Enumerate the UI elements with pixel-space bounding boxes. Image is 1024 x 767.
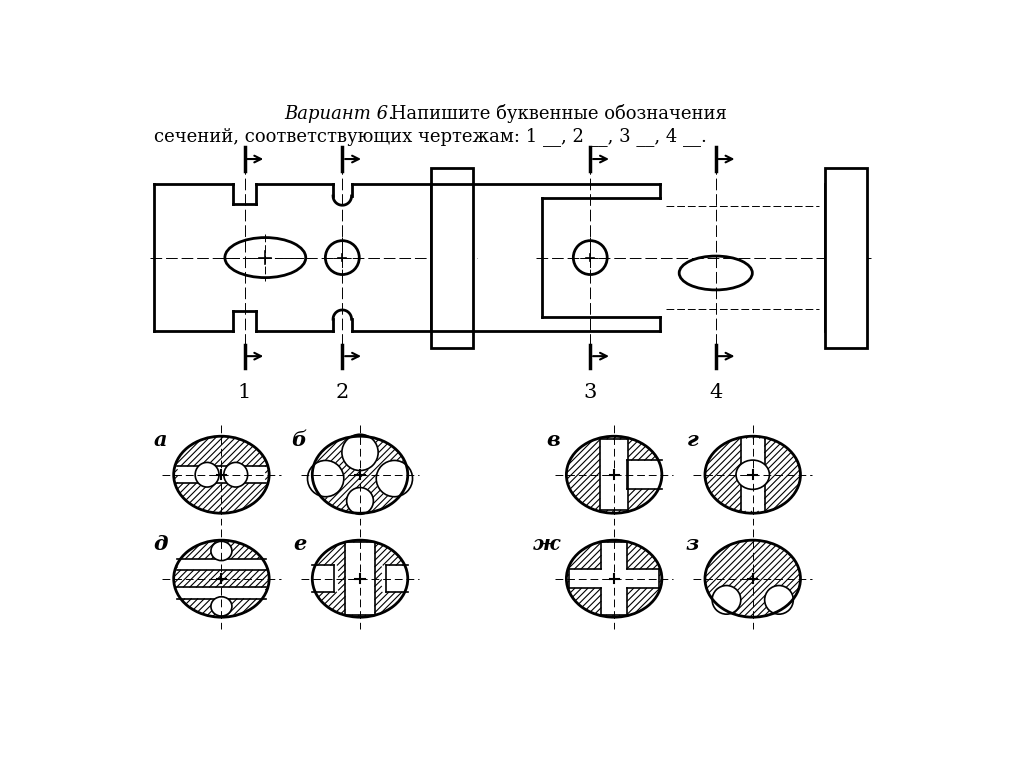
Text: д: д (153, 534, 168, 554)
Ellipse shape (705, 436, 801, 513)
Text: Вариант 6.: Вариант 6. (285, 104, 394, 123)
Circle shape (765, 585, 794, 614)
Text: е: е (293, 534, 306, 554)
Ellipse shape (211, 542, 231, 561)
Bar (825, 167, 867, 347)
Circle shape (307, 460, 344, 497)
Ellipse shape (174, 540, 269, 617)
Text: г: г (687, 430, 698, 450)
Text: а: а (154, 430, 168, 450)
Text: 4: 4 (710, 383, 722, 402)
Circle shape (376, 460, 413, 497)
Ellipse shape (174, 436, 269, 513)
Ellipse shape (196, 463, 219, 487)
Bar (431, 167, 473, 347)
Text: 1: 1 (238, 383, 251, 402)
Circle shape (342, 434, 378, 470)
Circle shape (712, 585, 740, 614)
Ellipse shape (211, 597, 231, 616)
Ellipse shape (566, 436, 662, 513)
Text: 2: 2 (336, 383, 349, 402)
Ellipse shape (566, 540, 662, 617)
Ellipse shape (224, 463, 248, 487)
Text: б: б (291, 430, 306, 450)
Text: сечений, соответствующих чертежам: 1 __, 2 __, 3 __, 4 __.: сечений, соответствующих чертежам: 1 __,… (154, 127, 707, 146)
Ellipse shape (736, 460, 769, 489)
Ellipse shape (312, 540, 408, 617)
Text: в: в (547, 430, 560, 450)
Circle shape (347, 488, 374, 515)
Text: Напишите буквенные обозначения: Напишите буквенные обозначения (385, 104, 727, 123)
Text: 3: 3 (584, 383, 597, 402)
Text: ж: ж (532, 534, 560, 554)
Ellipse shape (705, 540, 801, 617)
Ellipse shape (312, 436, 408, 513)
Text: з: з (685, 534, 698, 554)
